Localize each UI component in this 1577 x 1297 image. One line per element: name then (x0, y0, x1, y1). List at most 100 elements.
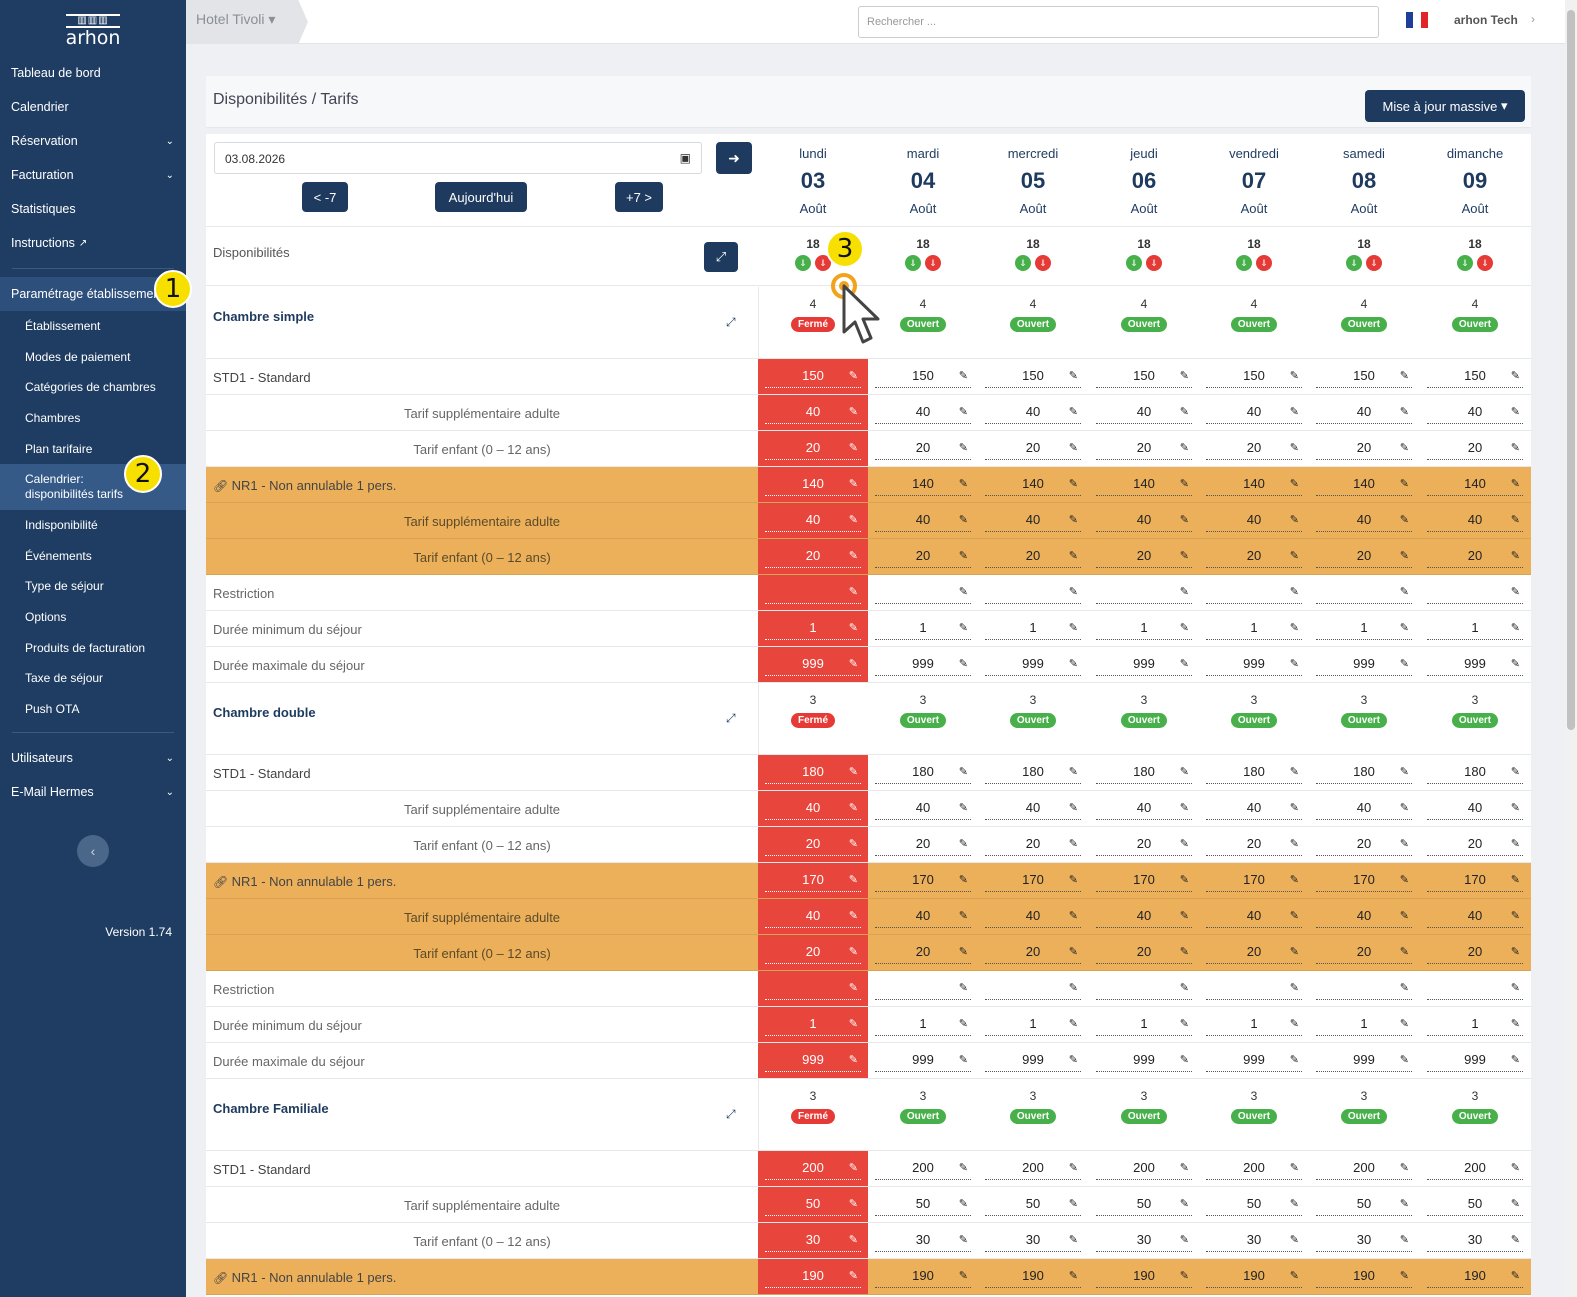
rate-cell[interactable]: 20 ✎ (1199, 827, 1309, 862)
rate-value[interactable]: 20 (1206, 544, 1302, 568)
edit-icon[interactable]: ✎ (1068, 1270, 1078, 1282)
rate-cell[interactable]: 20 ✎ (758, 539, 868, 574)
rate-value[interactable] (1206, 580, 1302, 604)
edit-icon[interactable]: ✎ (1289, 1162, 1299, 1174)
expand-room-icon[interactable]: ⤢ (726, 1107, 736, 1121)
rate-value[interactable]: 150 (1316, 364, 1412, 388)
rate-cell[interactable]: 999 ✎ (868, 1043, 978, 1078)
rate-value[interactable]: 180 (765, 760, 861, 784)
edit-icon[interactable]: ✎ (1399, 1234, 1409, 1246)
rate-cell[interactable]: 1 ✎ (1199, 1007, 1309, 1042)
rate-value[interactable] (1427, 580, 1523, 604)
edit-icon[interactable]: ✎ (1179, 514, 1189, 526)
rate-value[interactable]: 30 (875, 1228, 971, 1252)
edit-icon[interactable]: ✎ (1289, 838, 1299, 850)
rate-cell[interactable]: 999 ✎ (1089, 647, 1199, 682)
edit-icon[interactable]: ✎ (1510, 478, 1520, 490)
rate-value[interactable]: 40 (1316, 904, 1412, 928)
rate-value[interactable]: 170 (1096, 868, 1192, 892)
rate-cell[interactable]: 190 ✎ (1199, 1259, 1309, 1294)
expand-room-icon[interactable]: ⤢ (726, 711, 736, 725)
rate-value[interactable]: 40 (1316, 796, 1412, 820)
sidebar-subitem-9[interactable]: Options (25, 610, 67, 625)
edit-icon[interactable]: ✎ (1179, 874, 1189, 886)
rate-cell[interactable]: 40 ✎ (758, 791, 868, 826)
status-badge[interactable]: Ouvert (1340, 317, 1388, 332)
date-input[interactable]: 03.08.2026 ▣ (214, 142, 702, 174)
expand-room-icon[interactable]: ⤢ (726, 315, 736, 329)
rate-cell[interactable]: 40 ✎ (978, 395, 1088, 430)
edit-icon[interactable]: ✎ (1510, 910, 1520, 922)
rate-cell[interactable]: 999 ✎ (758, 1043, 868, 1078)
rate-cell[interactable]: 40 ✎ (1420, 395, 1530, 430)
rate-value[interactable]: 140 (1096, 472, 1192, 496)
rate-cell[interactable]: 170 ✎ (1199, 863, 1309, 898)
status-badge[interactable]: Fermé (790, 317, 835, 332)
rate-value[interactable]: 30 (1427, 1228, 1523, 1252)
rate-cell[interactable]: 40 ✎ (1089, 791, 1199, 826)
rate-value[interactable]: 200 (1206, 1156, 1302, 1180)
edit-icon[interactable]: ✎ (1399, 874, 1409, 886)
rate-cell[interactable]: 20 ✎ (1089, 935, 1199, 970)
edit-icon[interactable]: ✎ (1289, 658, 1299, 670)
rate-cell[interactable]: 40 ✎ (1199, 791, 1309, 826)
rate-value[interactable]: 40 (985, 508, 1081, 532)
rate-value[interactable]: 190 (1316, 1264, 1412, 1288)
rate-cell[interactable]: 20 ✎ (758, 935, 868, 970)
rate-cell[interactable]: 40 ✎ (868, 395, 978, 430)
rate-cell[interactable]: 1 ✎ (1309, 611, 1419, 646)
rate-cell[interactable]: 20 ✎ (1420, 827, 1530, 862)
edit-icon[interactable]: ✎ (1510, 406, 1520, 418)
rate-cell[interactable]: 200 ✎ (1199, 1151, 1309, 1186)
rate-value[interactable]: 40 (765, 400, 861, 424)
rate-value[interactable]: 180 (1427, 760, 1523, 784)
edit-icon[interactable]: ✎ (1179, 406, 1189, 418)
rate-value[interactable]: 140 (875, 472, 971, 496)
edit-icon[interactable]: ✎ (1510, 1234, 1520, 1246)
edit-icon[interactable]: ✎ (848, 802, 858, 814)
edit-icon[interactable]: ✎ (1399, 946, 1409, 958)
edit-icon[interactable]: ✎ (1068, 550, 1078, 562)
edit-icon[interactable]: ✎ (848, 982, 858, 994)
rate-value[interactable]: 1 (1206, 616, 1302, 640)
rate-value[interactable]: 200 (875, 1156, 971, 1180)
edit-icon[interactable]: ✎ (1289, 1270, 1299, 1282)
rate-cell[interactable]: 150 ✎ (1089, 359, 1199, 394)
rate-cell[interactable]: ✎ (978, 971, 1088, 1006)
edit-icon[interactable]: ✎ (1399, 766, 1409, 778)
close-all-icon[interactable]: ⇓ (1146, 255, 1162, 271)
status-badge[interactable]: Ouvert (1230, 1109, 1278, 1124)
edit-icon[interactable]: ✎ (958, 550, 968, 562)
rate-value[interactable]: 190 (875, 1264, 971, 1288)
edit-icon[interactable]: ✎ (1068, 874, 1078, 886)
edit-icon[interactable]: ✎ (1179, 838, 1189, 850)
rate-value[interactable]: 999 (1096, 652, 1192, 676)
edit-icon[interactable]: ✎ (1179, 622, 1189, 634)
edit-icon[interactable]: ✎ (1510, 622, 1520, 634)
rate-value[interactable]: 40 (875, 508, 971, 532)
rate-cell[interactable]: 40 ✎ (1420, 791, 1530, 826)
rate-value[interactable]: 180 (1206, 760, 1302, 784)
rate-cell[interactable]: 40 ✎ (1089, 395, 1199, 430)
status-badge[interactable]: Ouvert (1340, 1109, 1388, 1124)
edit-icon[interactable]: ✎ (1068, 802, 1078, 814)
edit-icon[interactable]: ✎ (1399, 514, 1409, 526)
edit-icon[interactable]: ✎ (1510, 766, 1520, 778)
rate-value[interactable]: 40 (1427, 400, 1523, 424)
rate-value[interactable]: 20 (1316, 544, 1412, 568)
rate-value[interactable]: 200 (1316, 1156, 1412, 1180)
close-all-icon[interactable]: ⇓ (1035, 255, 1051, 271)
edit-icon[interactable]: ✎ (1399, 1270, 1409, 1282)
rate-value[interactable]: 20 (1316, 832, 1412, 856)
edit-icon[interactable]: ✎ (848, 910, 858, 922)
rate-cell[interactable]: ✎ (978, 575, 1088, 610)
rate-value[interactable]: 150 (765, 364, 861, 388)
status-badge[interactable]: Ouvert (899, 713, 947, 728)
edit-icon[interactable]: ✎ (848, 1018, 858, 1030)
rate-value[interactable]: 180 (875, 760, 971, 784)
edit-icon[interactable]: ✎ (1510, 370, 1520, 382)
status-badge[interactable]: Ouvert (1009, 1109, 1057, 1124)
rate-cell[interactable]: 40 ✎ (868, 791, 978, 826)
edit-icon[interactable]: ✎ (1289, 946, 1299, 958)
rate-cell[interactable]: 140 ✎ (1309, 467, 1419, 502)
